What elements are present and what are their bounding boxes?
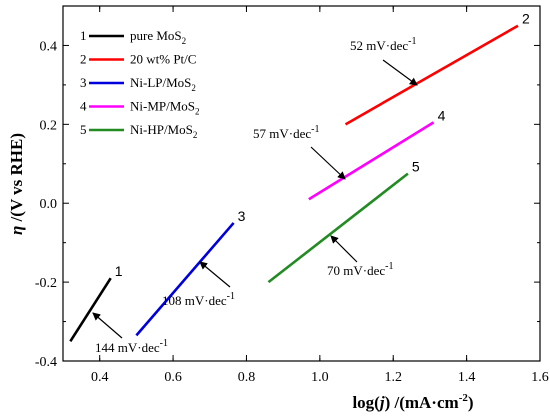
series-line-2 <box>344 24 519 126</box>
slope-arrow-4 <box>310 146 346 180</box>
slope-arrow-5 <box>330 235 358 263</box>
legend-label-main: Ni-HP/MoS <box>130 122 193 137</box>
legend-label-subscript: 2 <box>191 83 196 93</box>
legend-label-main: 20 wt% Pt/C <box>130 52 196 67</box>
y-axis-title-unit: /(V vs RHE) <box>7 133 26 226</box>
legend-label-5: Ni-HP/MoS2 <box>130 122 197 140</box>
slope-label-5: 70 mV·dec-1 <box>327 261 393 278</box>
slope-label-superscript: -1 <box>311 124 319 135</box>
slope-arrow-2 <box>382 59 418 86</box>
legend-label-subscript: 2 <box>182 36 187 46</box>
y-tick-label: 0.2 <box>40 118 58 133</box>
y-axis-title: η /(V vs RHE) <box>7 133 26 235</box>
legend-label-2: 20 wt% Pt/C <box>130 52 196 67</box>
x-tick-label: 0.4 <box>91 370 109 385</box>
x-axis-title-part-1: log( <box>352 393 380 412</box>
slope-label-superscript: -1 <box>227 291 235 302</box>
legend-label-main: Ni-LP/MoS <box>130 75 191 90</box>
slope-label-main: 70 mV·dec <box>327 263 385 278</box>
y-tick-label: -0.2 <box>35 276 57 291</box>
series-line-5 <box>267 172 409 284</box>
slope-label-superscript: -1 <box>408 36 416 47</box>
slope-label-main: 52 mV·dec <box>350 38 408 53</box>
slope-arrow-1 <box>92 312 123 339</box>
series-end-label-3: 3 <box>238 208 246 224</box>
y-axis-title-eta: η <box>7 226 26 235</box>
legend-number-2: 2 <box>80 52 87 67</box>
legend-label-3: Ni-LP/MoS2 <box>130 75 196 93</box>
slope-label-superscript: -1 <box>160 338 168 349</box>
x-tick-label: 0.6 <box>164 370 182 385</box>
series-end-label-2: 2 <box>522 11 530 27</box>
series-line-1 <box>69 277 112 342</box>
series-layer: 1 2 3 4 5 <box>69 11 530 342</box>
legend-label-main: pure MoS <box>130 28 182 43</box>
axis-ticks: 0.4 0.6 0.8 1.0 1.2 1.4 1.6 -0.4 -0.2 0.0 0.2 0.4 <box>35 6 549 385</box>
x-tick-label: 1.2 <box>384 370 402 385</box>
x-tick-label: 1.4 <box>458 370 476 385</box>
plot-frame <box>62 5 541 362</box>
legend-number-4: 4 <box>80 99 87 114</box>
series-line-4 <box>308 121 435 201</box>
x-axis-title-part-2: j <box>377 393 385 412</box>
series-line-3 <box>135 222 235 337</box>
y-tick-label: 0.4 <box>40 39 58 54</box>
slope-label-main: 108 mV·dec <box>162 293 227 308</box>
x-axis-title-part-3: ) /(mA·cm <box>385 393 459 412</box>
y-tick-label: 0.0 <box>40 197 58 212</box>
legend-number-5: 5 <box>80 122 87 137</box>
x-tick-label: 1.0 <box>311 370 329 385</box>
slope-label-3: 108 mV·dec-1 <box>162 291 235 308</box>
series-end-label-5: 5 <box>412 159 420 175</box>
x-axis-title-part-5: ) <box>468 393 474 412</box>
series-end-label-1: 1 <box>115 263 123 279</box>
slope-label-main: 144 mV·dec <box>95 340 160 355</box>
slope-label-4: 57 mV·dec-1 <box>253 124 319 141</box>
y-tick-label: -0.4 <box>35 355 57 370</box>
x-axis-title-sup: -2 <box>459 392 469 404</box>
slope-label-main: 57 mV·dec <box>253 126 311 141</box>
legend-label-subscript: 2 <box>193 130 198 140</box>
legend-label-main: Ni-MP/MoS <box>130 99 195 114</box>
x-axis-title: log(j) /(mA·cm-2) <box>352 392 473 412</box>
legend-number-1: 1 <box>80 28 87 43</box>
x-tick-label: 1.6 <box>531 370 549 385</box>
slope-arrow-3 <box>199 261 231 288</box>
legend-label-4: Ni-MP/MoS2 <box>130 99 200 117</box>
slope-label-2: 52 mV·dec-1 <box>350 36 416 53</box>
slope-label-superscript: -1 <box>385 261 393 272</box>
series-end-label-4: 4 <box>438 107 446 123</box>
legend-label-subscript: 2 <box>195 107 200 117</box>
slope-label-1: 144 mV·dec-1 <box>95 338 168 355</box>
legend-label-1: pure MoS2 <box>130 28 186 46</box>
x-tick-label: 0.8 <box>238 370 256 385</box>
legend-number-3: 3 <box>80 75 87 90</box>
